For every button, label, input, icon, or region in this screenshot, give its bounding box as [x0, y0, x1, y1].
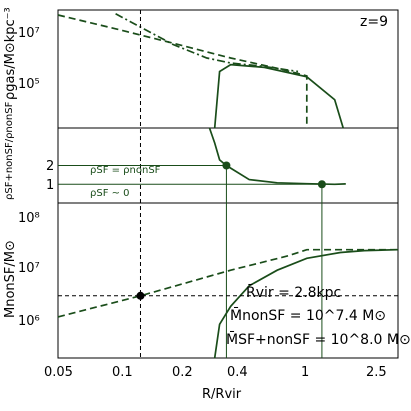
- top-ytick-1e7: 10⁷: [18, 26, 40, 41]
- bottom-panel-frame: [57, 202, 399, 359]
- middle-ytick-2: 2: [46, 159, 54, 174]
- top-series-0-dashed: [57, 14, 308, 128]
- bottom-annotation-mnonsf: M̄nonSF = 10^7.4 M⊙: [230, 306, 386, 324]
- middle-annotation-zero: ρSF ~ 0: [90, 188, 130, 199]
- xlabel: R/Rvir: [202, 387, 242, 402]
- xtick-2.5: 2.5: [366, 365, 387, 380]
- bottom-ytick-1e7: 10⁷: [18, 261, 40, 276]
- xtick-0.05: 0.05: [44, 365, 73, 380]
- bottom-series-0-dashed: [57, 248, 398, 318]
- xtick-0.2: 0.2: [172, 365, 193, 380]
- bottom-annotation-msf: M̄SF+nonSF = 10^8.0 M⊙: [226, 330, 411, 348]
- middle-ylabel: ρSF+nonSF/ρnonSF: [4, 101, 15, 200]
- top-ytick-1e5: 10⁵: [18, 77, 40, 92]
- middle-series-0-solid: [208, 127, 346, 186]
- middle-ytick-1: 1: [46, 178, 54, 193]
- xtick-0.1: 0.1: [112, 365, 133, 380]
- xtick-0.4: 0.4: [227, 365, 248, 380]
- top-series-1-dash-dot: [115, 13, 299, 73]
- top-series-2-solid: [213, 63, 345, 129]
- bottom-marker-0: [136, 291, 145, 300]
- chart-marks: [57, 10, 399, 359]
- bottom-ytick-1e8: 10⁸: [18, 211, 40, 226]
- top-ylabel: ρgas/M⊙kpc⁻³: [3, 7, 18, 100]
- bottom-annotation-rvir: R̄vir = 2.8kpc: [246, 283, 341, 301]
- bottom-ylabel: MnonSF/M⊙: [3, 240, 18, 318]
- xtick-1: 1: [301, 365, 309, 380]
- bottom-ytick-1e6: 10⁶: [18, 314, 40, 329]
- top-panel-frame: [57, 9, 399, 129]
- bottom-series-1-solid: [213, 248, 399, 359]
- middle-annotation-equal: ρSF = ρnonSF: [90, 165, 161, 176]
- top-annotation: z=9: [360, 14, 388, 30]
